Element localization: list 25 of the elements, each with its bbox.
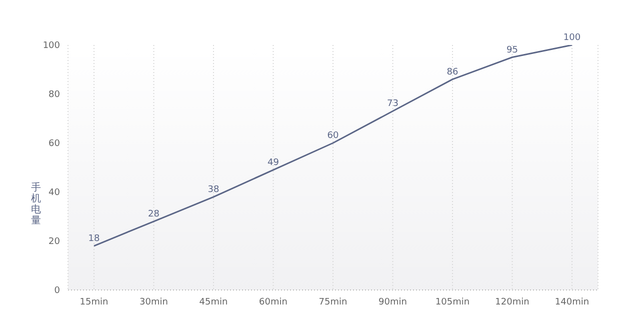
x-tick-label: 120min — [495, 297, 530, 308]
x-tick-label: 105min — [435, 297, 470, 308]
x-tick-label: 75min — [318, 297, 348, 308]
data-label: 28 — [148, 209, 160, 220]
y-tick-label: 60 — [48, 139, 60, 150]
x-tick-label: 30min — [140, 297, 168, 308]
x-tick-label: 140min — [554, 297, 590, 308]
data-label: 73 — [387, 99, 398, 110]
y-tick-label: 0 — [54, 286, 60, 296]
data-label: 100 — [563, 33, 581, 43]
data-label: 49 — [268, 158, 280, 168]
data-label: 38 — [208, 184, 220, 195]
x-tick-label: 45min — [199, 297, 228, 308]
y-tick-label: 100 — [42, 41, 60, 52]
y-tick-label: 80 — [48, 90, 60, 100]
data-label: 95 — [506, 45, 518, 56]
data-label: 86 — [446, 67, 458, 78]
x-tick-label: 90min — [378, 297, 407, 308]
x-tick-label: 15min — [80, 297, 108, 308]
y-tick-label: 20 — [48, 237, 60, 248]
y-axis-title: 手机电量 — [31, 182, 41, 226]
y-tick-label: 40 — [48, 188, 60, 198]
data-label: 18 — [88, 234, 100, 244]
data-label: 60 — [327, 131, 339, 141]
x-tick-label: 60min — [259, 297, 288, 308]
